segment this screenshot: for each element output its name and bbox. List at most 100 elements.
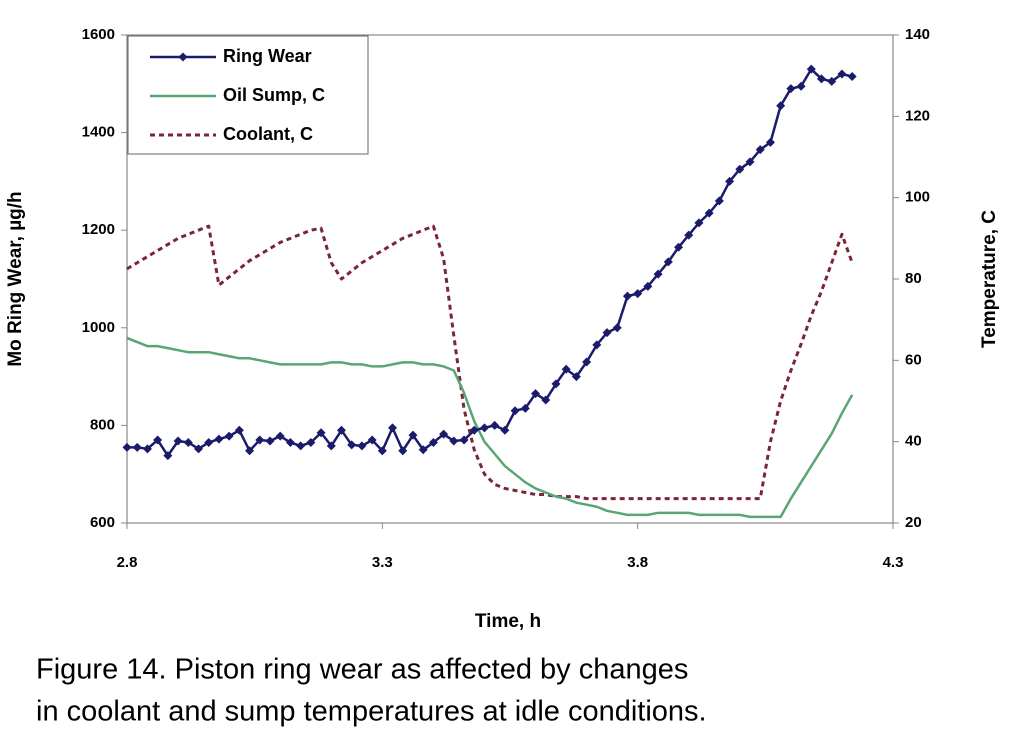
x-tick-label: 3.3 (372, 554, 393, 571)
point-marker (776, 101, 786, 111)
point-marker (837, 69, 847, 79)
point-marker (306, 437, 316, 447)
point-marker (439, 429, 449, 439)
point-marker (398, 446, 408, 456)
legend-label: Coolant, C (223, 124, 313, 144)
point-marker (796, 81, 806, 91)
y2-tick-label: 60 (905, 351, 922, 368)
point-marker (653, 269, 663, 279)
point-marker (633, 289, 643, 299)
point-marker (847, 71, 857, 81)
point-marker (377, 446, 387, 456)
x-tick-label: 3.8 (627, 554, 648, 571)
y-tick-label: 1400 (82, 124, 115, 141)
point-marker (500, 425, 510, 435)
point-marker (132, 442, 142, 452)
point-marker (674, 242, 684, 252)
point-marker (275, 431, 285, 441)
point-marker (643, 281, 653, 291)
point-marker (592, 340, 602, 350)
point-marker (408, 430, 418, 440)
y2-tick-label: 120 (905, 107, 930, 124)
y2-tick-label: 80 (905, 270, 922, 287)
point-marker (316, 428, 326, 438)
y-tick-label: 1200 (82, 221, 115, 238)
point-marker (255, 435, 265, 445)
point-marker (285, 437, 295, 447)
y2-tick-label: 100 (905, 189, 930, 206)
point-marker (122, 442, 132, 452)
point-marker (622, 291, 632, 301)
y2-tick-label: 20 (905, 514, 922, 531)
point-marker (469, 425, 479, 435)
y-tick-label: 1600 (82, 26, 115, 43)
point-marker (561, 364, 571, 374)
point-marker (153, 435, 163, 445)
point-marker (663, 257, 673, 267)
point-marker (571, 372, 581, 382)
legend-marker (178, 52, 188, 62)
point-marker (531, 389, 541, 399)
point-marker (612, 323, 622, 333)
point-marker (418, 445, 428, 455)
x-tick-label: 2.8 (117, 554, 138, 571)
point-marker (214, 434, 224, 444)
y-axis-title: Mo Ring Wear, µg/h (5, 191, 26, 366)
caption-line: Figure 14. Piston ring wear as affected … (36, 654, 688, 686)
point-marker (347, 440, 357, 450)
point-marker (388, 423, 398, 433)
point-marker (193, 444, 203, 454)
y2-axis-title: Temperature, C (979, 210, 1000, 348)
series-line (126, 224, 854, 501)
point-marker (367, 435, 377, 445)
y-tick-label: 1000 (82, 319, 115, 336)
point-marker (490, 420, 500, 430)
point-marker (510, 406, 520, 416)
point-marker (428, 437, 438, 447)
legend-label: Ring Wear (223, 46, 312, 66)
point-marker (602, 328, 612, 338)
point-marker (234, 425, 244, 435)
point-marker (735, 164, 745, 174)
point-marker (296, 441, 306, 451)
point-marker (449, 436, 459, 446)
y-tick-label: 800 (90, 416, 115, 433)
point-marker (714, 196, 724, 206)
point-marker (224, 431, 234, 441)
point-marker (755, 145, 765, 155)
point-marker (326, 441, 336, 451)
point-marker (183, 437, 193, 447)
point-marker (479, 423, 489, 433)
point-marker (806, 64, 816, 74)
point-marker (694, 218, 704, 228)
point-marker (817, 74, 827, 84)
point-marker (265, 436, 275, 446)
point-marker (173, 436, 183, 446)
y2-tick-label: 40 (905, 433, 922, 450)
point-marker (142, 444, 152, 454)
point-marker (204, 437, 214, 447)
point-marker (459, 435, 469, 445)
point-marker (684, 230, 694, 240)
legend-label: Oil Sump, C (223, 85, 325, 105)
x-tick-label: 4.3 (883, 554, 904, 571)
point-marker (582, 357, 592, 367)
y2-tick-label: 140 (905, 26, 930, 43)
point-marker (163, 451, 173, 461)
caption-line: in coolant and sump temperatures at idle… (36, 696, 707, 728)
point-marker (765, 137, 775, 147)
point-marker (551, 379, 561, 389)
point-marker (704, 208, 714, 218)
point-marker (357, 441, 367, 451)
series-line (126, 336, 854, 519)
point-marker (245, 446, 255, 456)
point-marker (725, 176, 735, 186)
point-marker (520, 403, 530, 413)
point-marker (336, 425, 346, 435)
point-marker (827, 76, 837, 86)
point-marker (786, 84, 796, 94)
y-tick-label: 600 (90, 514, 115, 531)
x-axis-title: Time, h (475, 611, 541, 632)
point-marker (745, 157, 755, 167)
